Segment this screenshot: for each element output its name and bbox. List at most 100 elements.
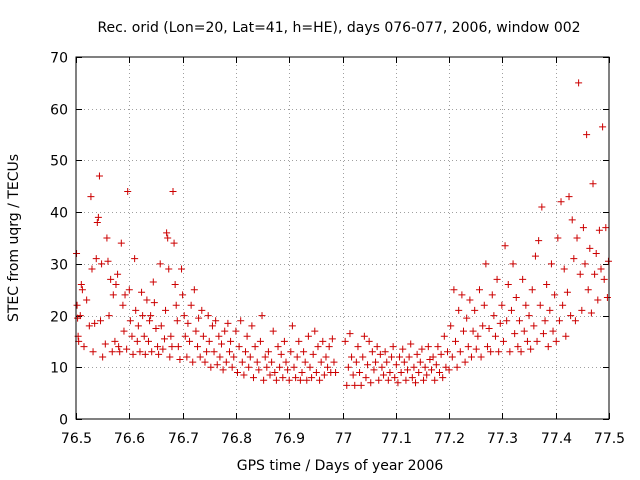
data-point — [288, 322, 296, 330]
data-point — [148, 348, 156, 356]
data-point — [123, 345, 131, 353]
data-point — [94, 213, 102, 221]
data-point — [258, 312, 266, 320]
data-point — [230, 353, 238, 361]
data-point — [479, 322, 487, 330]
data-point — [552, 337, 560, 345]
data-point — [579, 224, 587, 232]
data-point — [163, 229, 171, 237]
data-point — [216, 353, 224, 361]
data-point — [420, 376, 428, 384]
data-point — [351, 381, 359, 389]
data-point — [399, 345, 407, 353]
x-tick-label: 76.6 — [114, 431, 145, 447]
data-point — [309, 350, 317, 358]
data-point — [190, 286, 198, 294]
data-point — [80, 343, 88, 351]
data-point — [253, 358, 261, 366]
data-point — [386, 368, 394, 376]
data-point — [138, 288, 146, 296]
data-point — [196, 353, 204, 361]
data-point — [348, 353, 356, 361]
data-point — [109, 291, 117, 299]
data-point — [493, 275, 501, 283]
data-point — [300, 348, 308, 356]
data-point — [105, 312, 113, 320]
x-tick-label: 76.5 — [61, 431, 92, 447]
y-tick-label: 10 — [50, 361, 68, 377]
data-point — [156, 260, 164, 268]
data-point — [292, 374, 300, 382]
x-tick-label: 77.5 — [594, 431, 625, 447]
data-point — [116, 348, 124, 356]
data-point — [504, 281, 512, 289]
data-point — [160, 335, 168, 343]
x-tick-label: 77.3 — [487, 431, 518, 447]
data-point — [407, 340, 415, 348]
data-point — [429, 353, 437, 361]
data-point — [514, 343, 522, 351]
data-point — [92, 255, 100, 263]
data-point — [487, 348, 495, 356]
plot-frame — [75, 56, 610, 420]
data-point — [511, 330, 519, 338]
data-point — [469, 327, 477, 335]
data-point — [241, 348, 249, 356]
data-point — [139, 312, 147, 320]
data-point — [282, 358, 290, 366]
data-point — [503, 317, 511, 325]
data-point — [370, 366, 378, 374]
data-point — [421, 363, 429, 371]
data-point — [115, 343, 123, 351]
data-point — [266, 371, 274, 379]
data-point — [146, 317, 154, 325]
data-point — [87, 193, 95, 201]
y-tick-label: 50 — [50, 154, 68, 170]
data-point — [543, 281, 551, 289]
data-point — [295, 337, 303, 345]
data-point — [536, 301, 544, 309]
data-point — [456, 348, 464, 356]
data-point — [210, 348, 218, 356]
data-point — [368, 348, 376, 356]
data-point — [359, 353, 367, 361]
data-point — [303, 376, 311, 384]
data-point — [280, 337, 288, 345]
x-tick-label: 76.7 — [168, 431, 199, 447]
x-tick-labels: 76.5 76.6 76.7 76.8 76.9 77 77.1 77.2 77.3 77.4 77… — [61, 431, 625, 447]
grid-lines — [76, 57, 609, 419]
data-point — [249, 374, 257, 382]
data-point — [583, 131, 591, 139]
data-point — [296, 376, 304, 384]
data-point — [402, 376, 410, 384]
data-point — [324, 363, 332, 371]
data-point — [565, 193, 573, 201]
data-point — [76, 312, 84, 320]
data-point — [136, 348, 144, 356]
data-point — [194, 343, 202, 351]
data-point — [248, 322, 256, 330]
data-point — [450, 286, 458, 294]
data-point — [260, 376, 268, 384]
data-point — [447, 322, 455, 330]
data-point — [464, 343, 472, 351]
data-point — [298, 368, 306, 376]
data-point — [344, 363, 352, 371]
data-point — [144, 337, 152, 345]
data-point — [207, 363, 215, 371]
data-point — [592, 250, 600, 258]
data-point — [140, 332, 148, 340]
data-point — [268, 358, 276, 366]
data-point — [459, 327, 467, 335]
data-point — [120, 327, 128, 335]
x-tick-label: 77.4 — [541, 431, 572, 447]
data-point — [528, 286, 536, 294]
data-point — [480, 301, 488, 309]
data-point — [173, 317, 181, 325]
data-point — [97, 317, 105, 325]
data-point — [78, 286, 86, 294]
data-point — [380, 371, 388, 379]
data-point — [322, 353, 330, 361]
y-tick-label: 60 — [50, 103, 68, 119]
data-point — [357, 381, 365, 389]
